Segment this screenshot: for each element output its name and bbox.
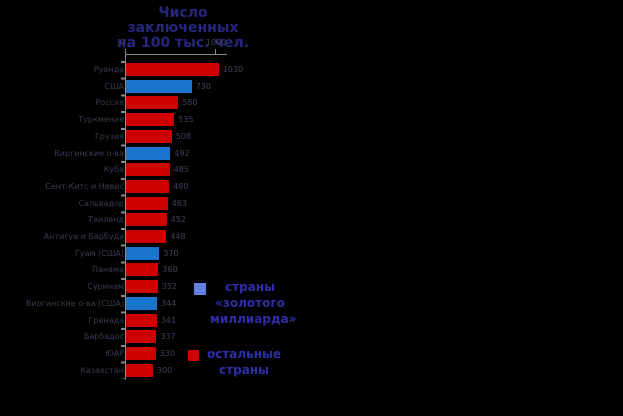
bar — [126, 296, 157, 310]
category-label: ЮАР — [105, 348, 124, 358]
category-label: Казахстан — [80, 365, 124, 375]
bar-value-label: 330 — [159, 348, 175, 358]
x-axis-tick-label-0: 0 — [120, 38, 126, 47]
category-label: Грузия — [95, 131, 124, 141]
bar — [126, 79, 192, 93]
legend-swatch-other — [188, 350, 199, 361]
category-label: Виргинские о-ва (США) — [25, 298, 124, 308]
bar-value-label: 463 — [171, 198, 187, 208]
category-label: Антигуа и Барбуда — [43, 232, 124, 241]
x-axis-line — [125, 54, 227, 55]
legend-swatch-golden_billion — [194, 283, 206, 295]
bar-value-label: 730 — [195, 81, 211, 91]
x-axis-tickmark-1000 — [215, 49, 216, 55]
category-label: Панама — [92, 265, 124, 275]
x-axis-tickmark-0 — [125, 49, 126, 55]
bar — [126, 230, 167, 243]
y-axis-line — [125, 54, 126, 380]
bar-value-label: 480 — [173, 181, 189, 191]
bar-value-label: 300 — [157, 365, 173, 375]
legend-label-golden_billion: страны «золотого миллиарда» — [210, 280, 297, 326]
category-label: Суринам — [87, 282, 124, 292]
bar-value-label: 492 — [174, 148, 190, 158]
bar-value-label: 352 — [161, 282, 177, 292]
bar-value-label: 360 — [162, 265, 178, 275]
x-axis-tick-label-1000: 1000 — [205, 38, 227, 47]
chart-title-line-1: Число заключенных — [127, 5, 239, 36]
category-label: Таиланд — [88, 215, 124, 225]
bar — [126, 263, 159, 277]
bar-value-label: 535 — [178, 115, 194, 125]
category-label: Россия — [95, 98, 124, 108]
category-label: Гуам (США) — [75, 248, 124, 258]
category-label: Виргинские о-ва — [54, 148, 124, 158]
bar — [126, 129, 172, 143]
bar-value-label: 580 — [182, 98, 198, 108]
legend-label-other: остальные страны — [206, 347, 282, 377]
bar — [126, 346, 156, 360]
bar — [126, 63, 219, 76]
category-label: Барбадос — [83, 332, 124, 342]
category-label: Сальвадор — [78, 198, 124, 208]
bar-value-label: 344 — [160, 298, 177, 308]
bar — [126, 179, 170, 193]
y-axis-tickmarks — [121, 61, 125, 379]
category-label: США — [104, 81, 124, 91]
bar — [126, 313, 157, 327]
chart-title-line-2: на 100 тыс. чел. — [116, 35, 250, 51]
bar — [126, 196, 168, 210]
bar-value-label: 370 — [163, 248, 179, 258]
bar-value-label: 341 — [160, 315, 176, 325]
bar-value-label: 1030 — [222, 65, 244, 74]
bar — [126, 213, 167, 227]
category-label: Руанда — [93, 65, 124, 74]
bar-value-label: 448 — [170, 232, 186, 241]
bar — [126, 246, 160, 260]
bar — [126, 113, 175, 127]
bar — [126, 163, 170, 177]
category-label: Туркмения — [78, 115, 124, 125]
category-label: Сент-Китс и Невис — [45, 181, 124, 191]
bar-value-label: 508 — [175, 131, 191, 141]
bar — [126, 363, 153, 377]
bar — [126, 146, 171, 160]
bar — [126, 330, 157, 344]
bar-value-label: 485 — [173, 165, 189, 175]
bar-value-label: 452 — [170, 215, 186, 225]
chart-title: Число заключенных на 100 тыс. чел. — [103, 6, 263, 51]
bar — [126, 96, 179, 110]
category-label: Куба — [103, 165, 124, 175]
category-label: Гренада — [88, 315, 124, 325]
bar-value-label: 337 — [160, 332, 176, 342]
bar — [126, 280, 158, 294]
